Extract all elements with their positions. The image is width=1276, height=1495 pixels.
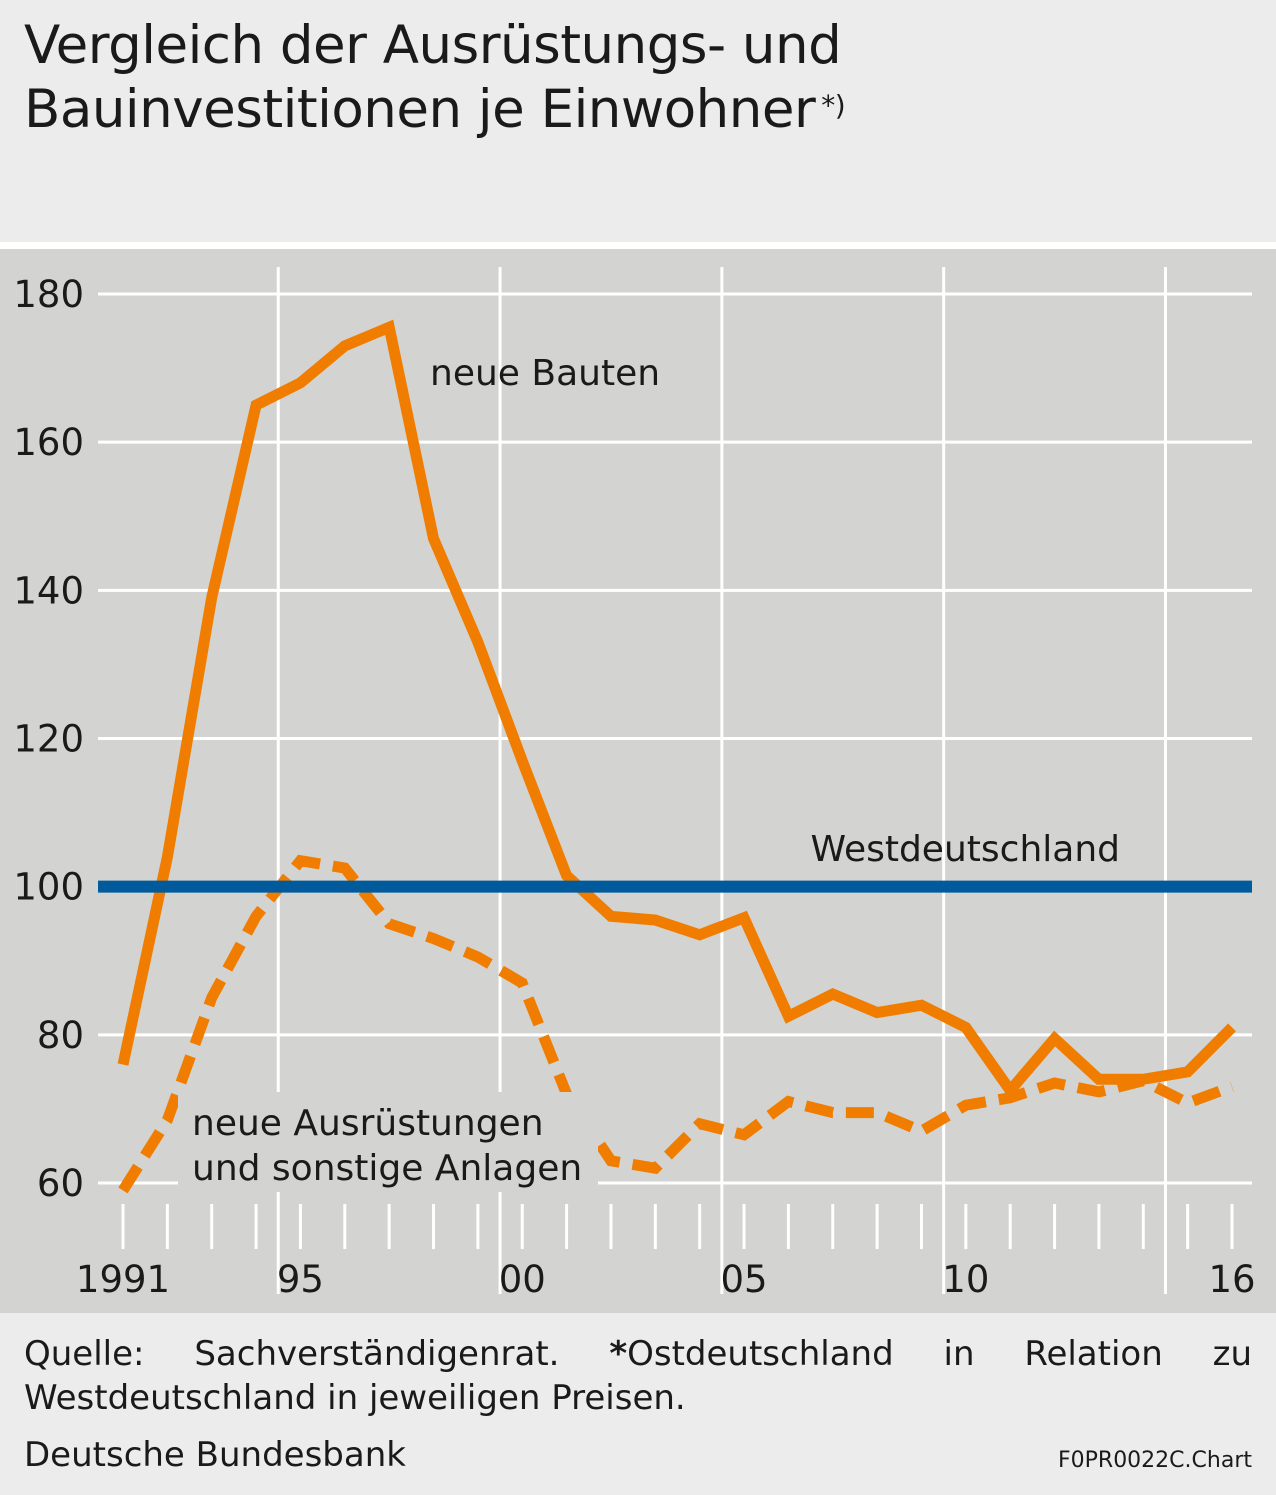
series-label-westdeutschland: Westdeutschland	[810, 829, 1120, 870]
x-tick-label-00: 00	[499, 1258, 546, 1301]
x-tick-label-05: 05	[720, 1258, 767, 1301]
y-tick-label-140: 140	[13, 569, 84, 612]
title-line2: Bauinvestitionen je Einwohner	[24, 79, 816, 140]
y-tick-label-80: 80	[37, 1014, 84, 1057]
y-tick-label-120: 120	[13, 718, 84, 761]
x-tick-label-95: 95	[277, 1258, 324, 1301]
series-label-background	[178, 1092, 598, 1192]
footnote-text: Ostdeutschland in Relation zu Westdeutsc…	[24, 1334, 1253, 1418]
plot-panel: 60 80 100 120 140 160 180 1991 95 00 05 10 16 neue Ba…	[0, 249, 1276, 1313]
footnote: Quelle: Sachverständigenrat. *Ostdeutsch…	[24, 1332, 1252, 1420]
y-tick-label-160: 160	[13, 421, 84, 464]
x-tick-label-10: 10	[942, 1258, 989, 1301]
y-tick-label-60: 60	[37, 1162, 84, 1205]
source-note: Quelle: Sachverständigenrat.	[24, 1334, 560, 1374]
y-tick-label-180: 180	[13, 273, 84, 316]
header-divider	[0, 242, 1276, 249]
chart-footer: Quelle: Sachverständigenrat. *Ostdeutsch…	[24, 1332, 1252, 1420]
publisher-label: Deutsche Bundesbank	[24, 1435, 406, 1475]
line-chart: 60 80 100 120 140 160 180 1991 95 00 05 10 16 neue Ba…	[13, 267, 1256, 1301]
series-label-neue-bauten: neue Bauten	[430, 353, 660, 394]
series-line-neue-ausruestungen	[118, 854, 1234, 1194]
series-label-neue-ausruestungen-line2: und sonstige Anlagen	[192, 1148, 582, 1189]
title-footnote-marker: *)	[821, 89, 846, 122]
chart-title: Vergleich der Ausrüstungs- und Bauinvesti…	[24, 14, 1224, 142]
x-tick-label-1991: 1991	[76, 1258, 170, 1301]
y-tick-label-100: 100	[13, 866, 84, 909]
x-tick-label-16: 16	[1208, 1258, 1255, 1301]
footnote-star: *	[609, 1334, 628, 1374]
chart-code-label: F0PR0022C.Chart	[1057, 1448, 1252, 1473]
series-line-neue-bauten	[117, 319, 1236, 1100]
title-line1: Vergleich der Ausrüstungs- und	[24, 15, 842, 76]
series-label-neue-ausruestungen-line1: neue Ausrüstungen	[192, 1103, 544, 1144]
